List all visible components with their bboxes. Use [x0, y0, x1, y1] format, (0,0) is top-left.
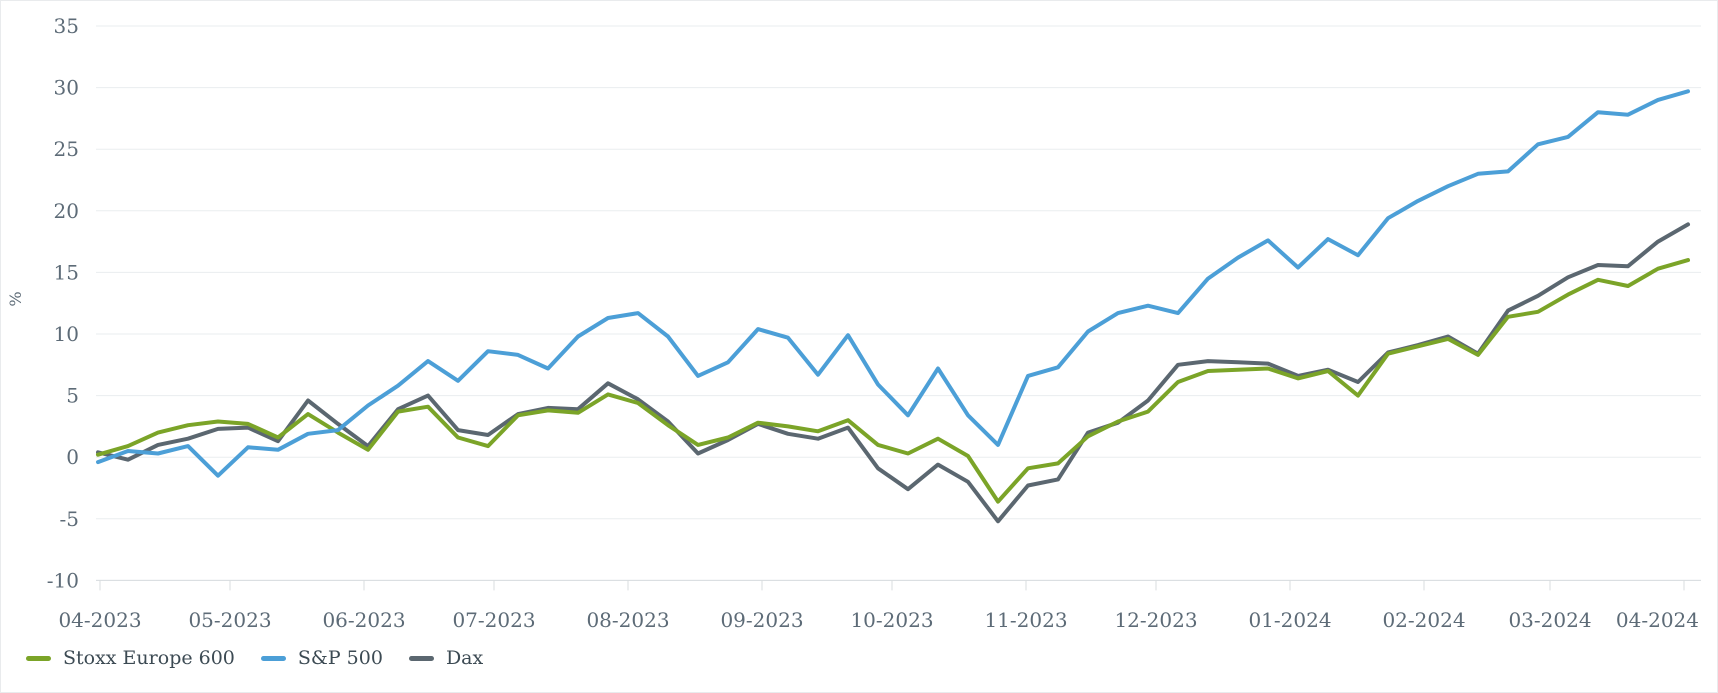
- x-tick-label: 06-2023: [322, 608, 405, 632]
- series-line-dax: [96, 222, 1690, 524]
- x-tick-label: 03-2024: [1508, 608, 1591, 632]
- y-tick-label: 35: [54, 14, 79, 38]
- x-tick-label: 01-2024: [1248, 608, 1331, 632]
- grid-lines: [96, 25, 1701, 581]
- x-axis-labels: 04-2023 05-2023 06-2023 07-2023 08-2023 09-20…: [58, 608, 1699, 632]
- x-tick-label: 02-2024: [1382, 608, 1465, 632]
- legend-swatch-dax: [408, 655, 434, 661]
- x-tick-label: 04-2023: [58, 608, 141, 632]
- x-tick-label: 04-2024: [1616, 608, 1699, 632]
- y-tick-label: -5: [60, 507, 79, 531]
- legend-label-sp-500: S&P 500: [297, 647, 383, 669]
- series-line-s-p-500: [96, 89, 1690, 478]
- y-tick-label: 15: [54, 260, 79, 284]
- x-tick-label: 10-2023: [850, 608, 933, 632]
- y-tick-label: 25: [54, 137, 79, 161]
- x-tick-label: 05-2023: [188, 608, 271, 632]
- chart-legend: Stoxx Europe 600 S&P 500 Dax: [26, 647, 483, 669]
- legend-label-dax: Dax: [445, 647, 484, 669]
- x-axis-line: [96, 579, 1701, 591]
- x-tick-label: 11-2023: [984, 608, 1067, 632]
- y-axis-labels: 35 30 25 20 15 10 5 0 -5 -10: [47, 14, 79, 592]
- series-line-stoxx-europe-600: [96, 258, 1690, 504]
- y-tick-label: -10: [47, 568, 79, 592]
- legend-item-stoxx-europe-600[interactable]: Stoxx Europe 600: [26, 647, 235, 669]
- legend-swatch-stoxx-europe-600: [26, 655, 51, 661]
- y-tick-label: 0: [66, 445, 79, 469]
- y-tick-label: 10: [54, 322, 79, 346]
- x-tick-label: 07-2023: [452, 608, 535, 632]
- legend-label-stoxx-europe-600: Stoxx Europe 600: [63, 647, 235, 669]
- y-tick-label: 20: [54, 199, 79, 223]
- legend-swatch-sp-500: [260, 655, 286, 661]
- y-tick-label: 30: [54, 76, 79, 100]
- legend-item-sp-500[interactable]: S&P 500: [260, 647, 383, 669]
- x-tick-label: 12-2023: [1114, 608, 1197, 632]
- y-axis-unit-label: %: [6, 291, 25, 306]
- legend-item-dax[interactable]: Dax: [408, 647, 484, 669]
- y-tick-label: 5: [66, 384, 79, 408]
- x-tick-label: 09-2023: [720, 608, 803, 632]
- series-lines: [96, 89, 1690, 524]
- x-tick-label: 08-2023: [586, 608, 669, 632]
